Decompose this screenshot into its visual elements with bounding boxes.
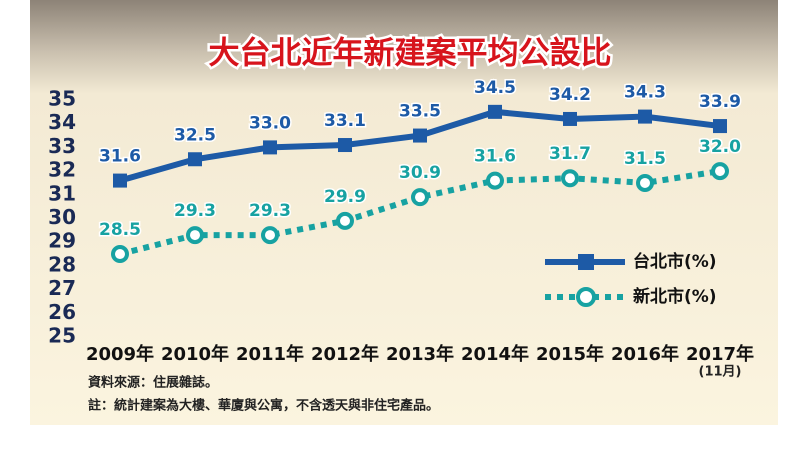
source-note: 資料來源：住展雜誌。	[88, 375, 218, 391]
point-marker	[113, 173, 127, 188]
point-marker	[713, 119, 727, 134]
y-tick-label: 26	[48, 300, 76, 324]
data-label: 31.5	[624, 149, 666, 169]
point-marker	[338, 138, 352, 153]
x-tick-label: 2009年	[86, 343, 154, 365]
data-label: 31.6	[99, 147, 141, 167]
data-label: 34.2	[549, 85, 591, 105]
point-marker	[188, 152, 202, 167]
point-marker	[413, 128, 427, 143]
point-marker	[638, 109, 652, 124]
y-tick-label: 34	[48, 110, 76, 134]
point-marker	[111, 245, 129, 264]
y-tick-label: 30	[48, 205, 76, 229]
data-label: 33.5	[399, 102, 441, 122]
data-label: 32.5	[174, 125, 216, 145]
legend-label: 台北市(%)	[633, 251, 717, 272]
point-marker	[186, 226, 204, 245]
category-note: (11月)	[699, 365, 742, 380]
y-tick-label: 25	[48, 324, 76, 348]
point-marker	[411, 188, 429, 207]
series-line	[119, 168, 721, 257]
data-label: 31.6	[474, 147, 516, 167]
y-tick-label: 27	[48, 276, 76, 300]
data-label: 33.9	[699, 92, 741, 112]
y-tick-label: 31	[48, 181, 76, 205]
data-label: 33.1	[324, 111, 366, 131]
legend-label: 新北市(%)	[633, 286, 717, 307]
x-tick-label: 2016年	[611, 343, 679, 365]
point-marker	[486, 171, 504, 190]
point-marker	[488, 104, 502, 119]
x-tick-label: 2012年	[311, 343, 379, 365]
x-tick-label: 2017年	[686, 343, 754, 365]
y-tick-label: 33	[48, 134, 76, 158]
data-label: 28.5	[99, 220, 141, 240]
x-tick-label: 2013年	[386, 343, 454, 365]
point-marker	[261, 226, 279, 245]
point-marker	[563, 111, 577, 126]
y-tick-label: 29	[48, 229, 76, 253]
chart-title: 大台北近年新建案平均公設比	[209, 36, 612, 72]
x-tick-label: 2010年	[161, 343, 229, 365]
x-tick-label: 2015年	[536, 343, 604, 365]
y-tick-label: 35	[48, 87, 76, 111]
data-label: 29.3	[174, 201, 216, 221]
data-label: 29.3	[249, 201, 291, 221]
legend-marker	[576, 287, 596, 307]
data-label: 30.9	[399, 163, 441, 183]
point-marker	[336, 211, 354, 230]
x-tick-label: 2011年	[236, 343, 304, 365]
chart-background	[30, 0, 778, 425]
point-marker	[636, 173, 654, 192]
y-tick-label: 32	[48, 158, 76, 182]
point-marker	[561, 169, 579, 188]
data-label: 34.3	[624, 83, 666, 103]
point-marker	[263, 140, 277, 155]
legend-marker	[578, 254, 594, 270]
data-label: 31.7	[549, 144, 591, 164]
data-label: 33.0	[249, 113, 291, 133]
data-label: 29.9	[324, 187, 366, 207]
data-label: 32.0	[699, 137, 741, 157]
footnote: 註：統計建案為大樓、華廈與公寓，不含透天與非住宅產品。	[88, 398, 439, 414]
x-tick-label: 2014年	[461, 343, 529, 365]
y-tick-label: 28	[48, 252, 76, 276]
point-marker	[711, 162, 729, 181]
data-label: 34.5	[474, 78, 516, 98]
